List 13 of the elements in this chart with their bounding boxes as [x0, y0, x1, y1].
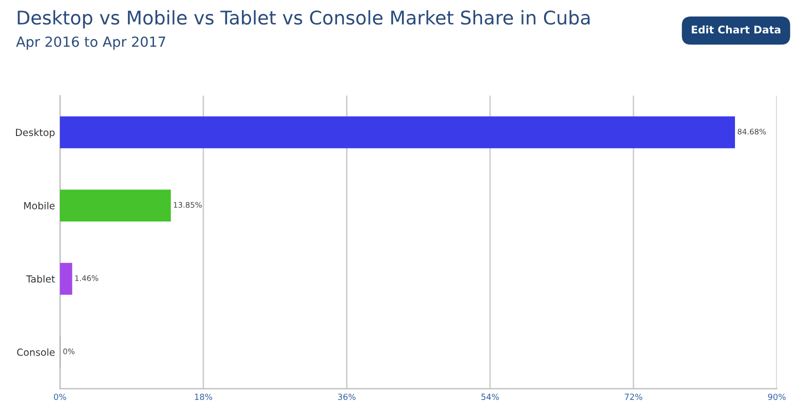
- x-tick-label: 54%: [481, 394, 499, 400]
- x-tick-label: 72%: [624, 394, 642, 400]
- x-tick-label: 0%: [54, 394, 66, 400]
- y-tick-label: Mobile: [24, 202, 55, 210]
- x-tick-label: 18%: [195, 394, 212, 400]
- y-tick-label: Tablet: [26, 275, 55, 283]
- text: Edit Chart Data: [692, 25, 780, 34]
- x-tick-label: 90%: [768, 394, 786, 400]
- chart-title: Desktop vs Mobile vs Tablet vs Console Market Share in Cuba: [18, 10, 590, 28]
- y-tick-label: Desktop: [16, 128, 55, 138]
- x-tick-label: 36%: [338, 394, 356, 400]
- chart-subtitle: Apr 2016 to Apr 2017: [16, 36, 166, 50]
- y-tick-label: Console: [17, 348, 55, 356]
